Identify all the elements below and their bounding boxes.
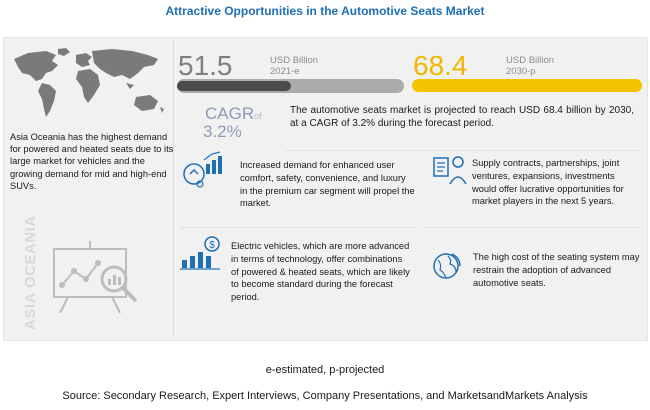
card-cost-text: The high cost of the seating system may …	[473, 252, 640, 288]
comfort-icon	[180, 150, 228, 190]
globe-icon	[430, 250, 464, 282]
value-2021-bar-fill	[177, 81, 291, 91]
source-note: Source: Secondary Research, Expert Inter…	[62, 390, 588, 402]
card-comfort-text: Increased demand for enhanced user comfo…	[240, 160, 415, 209]
column-divider	[173, 40, 174, 336]
cagr-of-label: of	[254, 111, 262, 121]
value-2030: 68.4	[413, 50, 468, 81]
card-ev-text: Electric vehicles, which are more advanc…	[231, 241, 410, 303]
card-divider-left	[180, 227, 415, 228]
partnership-icon	[430, 150, 470, 190]
value-2030-unit: USD Billion 2030-p	[506, 55, 554, 77]
value-2021: 51.5	[178, 50, 233, 81]
growth-chart-icon: $	[180, 236, 224, 270]
unit-2021-label: USD Billion	[270, 55, 319, 66]
cagr-label: CAGR	[205, 104, 255, 123]
value-2030-bar	[412, 79, 642, 92]
year-2030-label: 2030-p	[506, 66, 536, 77]
world-map-icon	[8, 45, 170, 125]
page-title: Attractive Opportunities in the Automoti…	[165, 4, 485, 18]
card-divider-right	[425, 227, 640, 228]
value-2021-unit: USD Billion 2021-e	[270, 55, 318, 77]
region-description: Asia Oceania has the highest demand for …	[10, 132, 174, 191]
year-2021-label: 2021-e	[270, 66, 300, 77]
estimate-note: e-estimated, p-projected	[265, 364, 385, 376]
svg-text:$: $	[209, 240, 215, 251]
unit-2030-label: USD Billion	[506, 55, 555, 66]
analytics-board-icon	[48, 237, 148, 317]
region-vertical-label: ASIA OCEANIA	[22, 215, 39, 330]
market-summary: The automotive seats market is projected…	[290, 105, 634, 129]
stats-divider	[285, 150, 640, 151]
cagr-value: 3.2%	[203, 122, 242, 141]
card-partnership-text: Supply contracts, partnerships, joint ve…	[472, 158, 624, 207]
